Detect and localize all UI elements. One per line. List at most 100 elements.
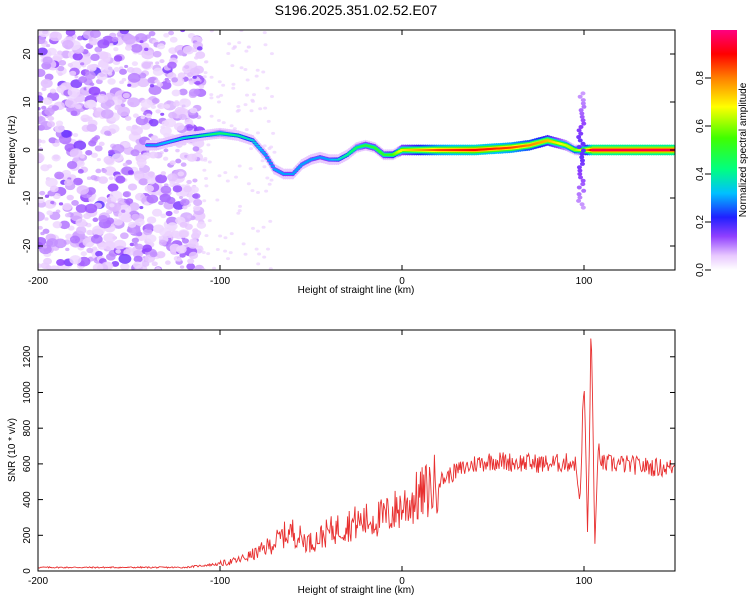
noise-blob <box>158 235 164 240</box>
ridge-cell <box>578 175 584 180</box>
noise-blob <box>96 157 101 162</box>
noise-blob <box>193 56 199 60</box>
ridge-cell <box>265 156 270 159</box>
noise-blob <box>56 259 65 266</box>
noise-blob <box>261 70 266 74</box>
noise-blob <box>244 49 249 53</box>
noise-blob <box>204 184 209 188</box>
ridge-cell <box>581 121 587 126</box>
noise-blob <box>149 251 158 258</box>
noise-blob <box>122 92 130 99</box>
y-tick-label: 800 <box>22 419 33 436</box>
colorbar-ticks: 0.0 0.2 0.4 0.6 0.8 <box>695 71 711 277</box>
ridge-cell <box>580 205 586 210</box>
noise-blob <box>250 98 255 102</box>
noise-blob <box>238 204 243 208</box>
ridge-cell <box>579 155 585 160</box>
noise-blob <box>95 250 103 257</box>
noise-blob <box>151 261 158 267</box>
noise-blob <box>101 168 107 173</box>
noise-blob <box>172 185 183 193</box>
noise-blob <box>218 234 223 238</box>
noise-blob <box>206 252 211 256</box>
noise-blob <box>188 80 195 85</box>
noise-blob <box>165 210 173 217</box>
noise-blob <box>263 106 268 110</box>
noise-blob <box>206 143 211 147</box>
y-tick-label: 0 <box>22 147 33 153</box>
noise-blob <box>54 124 65 133</box>
noise-blob <box>109 203 115 208</box>
noise-blob <box>88 86 101 96</box>
noise-blob <box>92 246 98 251</box>
ridge-cell <box>252 141 257 144</box>
noise-blob <box>73 177 83 186</box>
y-tick-label: 400 <box>22 491 33 508</box>
noise-blob <box>74 75 79 79</box>
noise-blob <box>38 237 47 246</box>
noise-blob <box>130 149 140 157</box>
noise-blob <box>103 240 116 251</box>
noise-blob <box>92 225 105 236</box>
noise-blob <box>170 248 176 253</box>
noise-blob <box>41 105 47 110</box>
noise-blob <box>97 51 109 60</box>
noise-blob <box>229 124 234 128</box>
noise-blob <box>129 242 135 247</box>
noise-blob <box>147 178 156 185</box>
noise-blob <box>111 143 125 154</box>
noise-blob <box>192 146 200 152</box>
x-tick-label: 100 <box>576 276 593 287</box>
noise-blob <box>271 131 276 135</box>
noise-blob <box>184 118 194 126</box>
noise-blob <box>179 252 186 258</box>
noise-blob <box>198 84 205 89</box>
noise-blob <box>90 234 103 244</box>
noise-blob <box>130 125 143 136</box>
noise-blob <box>128 221 137 228</box>
noise-blob <box>155 267 162 270</box>
ridge-cell <box>579 151 585 156</box>
noise-blob <box>193 205 201 212</box>
colorbar-tick-label: 0.8 <box>695 71 706 85</box>
noise-blob <box>38 138 42 144</box>
noise-blob <box>126 228 133 233</box>
noise-blob <box>203 60 208 64</box>
noise-blob <box>64 212 71 218</box>
noise-blob <box>228 251 233 255</box>
noise-blob <box>38 95 44 103</box>
noise-blob <box>207 160 212 164</box>
noise-blob <box>145 234 157 243</box>
noise-blob <box>71 199 79 206</box>
noise-blob <box>88 140 97 147</box>
noise-blob <box>179 265 185 269</box>
noise-blob <box>106 209 112 214</box>
noise-blob <box>246 45 251 49</box>
snr-frame <box>37 329 676 572</box>
noise-blob <box>144 201 150 206</box>
noise-blob <box>57 50 63 55</box>
noise-blob <box>123 34 137 45</box>
noise-blob <box>155 61 160 65</box>
ridge-cell <box>577 195 583 200</box>
snr-plot-area <box>38 330 675 571</box>
noise-blob <box>119 68 127 75</box>
ridge-cell <box>576 165 582 170</box>
noise-blob <box>113 239 127 250</box>
noise-blob <box>131 61 139 67</box>
noise-blob <box>168 30 175 36</box>
noise-blob <box>204 234 209 238</box>
noise-blob <box>168 111 177 119</box>
noise-blob <box>178 113 187 120</box>
noise-blob <box>127 83 132 87</box>
ridge-cell <box>580 118 586 123</box>
noise-blob <box>67 87 81 98</box>
noise-blob <box>193 89 201 95</box>
noise-blob <box>146 194 159 204</box>
noise-blob <box>86 229 94 236</box>
noise-blob <box>243 252 248 256</box>
noise-blob <box>186 179 192 185</box>
noise-blob <box>265 86 270 90</box>
noise-blob <box>113 47 119 52</box>
noise-blob <box>46 44 51 48</box>
